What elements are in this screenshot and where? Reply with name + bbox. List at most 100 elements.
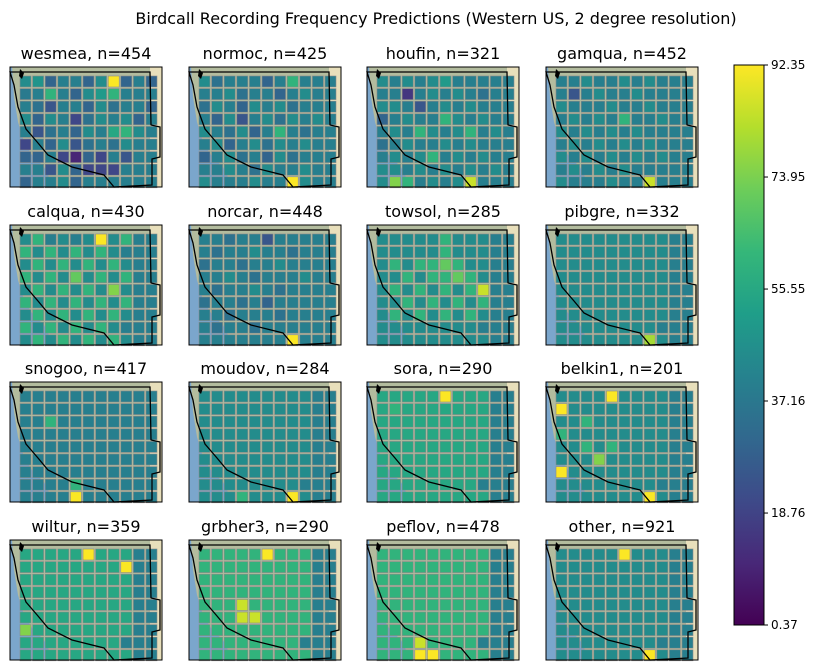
grid-cell: [286, 258, 299, 271]
grid-cell: [643, 491, 656, 504]
grid-cell: [198, 321, 211, 334]
grid-cell: [414, 415, 427, 428]
grid-cell: [286, 75, 299, 88]
grid-cell: [631, 258, 643, 271]
grid-cell: [656, 573, 669, 586]
grid-cell: [223, 466, 236, 478]
grid-cell: [643, 636, 656, 649]
panel-title: towsol, n=285: [385, 202, 501, 221]
grid-cell: [631, 441, 643, 453]
grid-cell: [631, 415, 643, 428]
grid-cell: [681, 100, 694, 113]
grid-cell: [107, 246, 120, 258]
grid-cell: [401, 100, 414, 113]
grid-cell: [299, 113, 312, 126]
grid-cell: [439, 649, 452, 662]
grid-cell: [618, 453, 631, 466]
grid-cell: [312, 284, 324, 296]
grid-cell: [57, 321, 70, 334]
grid-cell: [324, 233, 337, 246]
grid-cell: [312, 309, 324, 321]
grid-cell: [286, 246, 299, 258]
map-panel-other: other, n=921: [545, 517, 699, 662]
grid-cell: [249, 309, 261, 321]
grid-cell: [593, 88, 606, 100]
grid-cell: [631, 586, 643, 599]
grid-cell: [631, 573, 643, 586]
grid-cell: [107, 233, 120, 246]
grid-cell: [502, 390, 515, 403]
grid-cell: [376, 403, 389, 415]
grid-cell: [477, 403, 490, 415]
grid-cell: [261, 453, 274, 466]
grid-cell: [249, 649, 261, 662]
grid-cell: [389, 390, 401, 403]
grid-cell: [236, 428, 249, 441]
grid-cell: [669, 309, 681, 321]
grid-cell: [376, 649, 389, 662]
panel-title: sora, n=290: [394, 359, 493, 378]
grid-cell: [568, 284, 580, 296]
grid-cell: [427, 599, 439, 611]
grid-cell: [669, 271, 681, 284]
grid-cell: [389, 624, 401, 636]
grid-cell: [274, 611, 286, 624]
grid-cell: [669, 624, 681, 636]
grid-cell: [427, 403, 439, 415]
grid-cell: [120, 100, 133, 113]
grid-cell: [643, 100, 656, 113]
grid-cell: [643, 403, 656, 415]
grid-cell: [490, 599, 502, 611]
grid-cell: [236, 176, 249, 189]
grid-cell: [57, 403, 70, 415]
grid-cell: [606, 441, 618, 453]
grid-cell: [389, 611, 401, 624]
grid-cell: [452, 284, 464, 296]
grid-cell: [452, 151, 464, 163]
grid-cell: [261, 466, 274, 478]
grid-cell: [324, 561, 337, 573]
grid-cell: [580, 573, 593, 586]
grid-cell: [618, 491, 631, 504]
grid-cell: [414, 334, 427, 347]
grid-cell: [618, 561, 631, 573]
grid-cell: [70, 126, 82, 138]
grid-cell: [223, 88, 236, 100]
grid-cell: [32, 271, 44, 284]
grid-cell: [464, 599, 477, 611]
grid-cell: [82, 246, 95, 258]
grid-cell: [236, 586, 249, 599]
panel-title: calqua, n=430: [27, 202, 144, 221]
grid-cell: [593, 163, 606, 176]
grid-cell: [57, 491, 70, 504]
grid-cell: [427, 309, 439, 321]
grid-cell: [555, 296, 568, 309]
grid-cell: [274, 390, 286, 403]
grid-cell: [299, 233, 312, 246]
grid-cell: [631, 649, 643, 662]
grid-cell: [427, 478, 439, 491]
grid-cell: [631, 126, 643, 138]
grid-cell: [70, 75, 82, 88]
grid-cell: [618, 441, 631, 453]
grid-cell: [286, 403, 299, 415]
grid-cell: [401, 126, 414, 138]
grid-cell: [669, 296, 681, 309]
grid-cell: [44, 296, 57, 309]
grid-cell: [211, 548, 223, 561]
grid-cell: [133, 334, 145, 347]
grid-cell: [414, 561, 427, 573]
grid-cell: [312, 75, 324, 88]
grid-cell: [223, 151, 236, 163]
grid-cell: [555, 88, 568, 100]
grid-cell: [580, 233, 593, 246]
border-outline: [545, 544, 697, 661]
grid-cell: [211, 636, 223, 649]
grid-cell: [389, 309, 401, 321]
grid-cell: [120, 163, 133, 176]
grid-cell: [57, 258, 70, 271]
grid-cell: [44, 258, 57, 271]
grid-cell: [464, 321, 477, 334]
grid-cell: [643, 624, 656, 636]
grid-cell: [643, 284, 656, 296]
